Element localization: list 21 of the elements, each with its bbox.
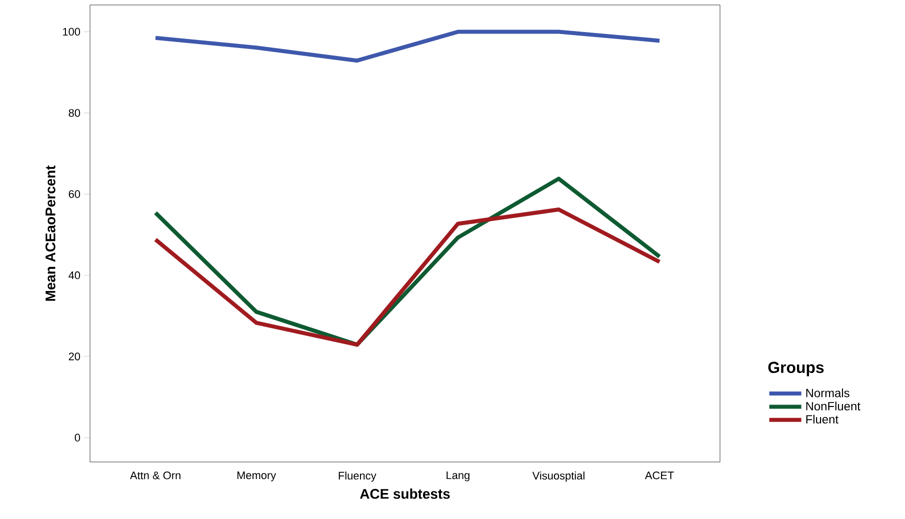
x-tick-label: ACET: [644, 472, 674, 480]
line-series: [154, 176, 662, 347]
y-tick-label: 20: [68, 352, 80, 360]
y-tick-label: 80: [68, 109, 80, 117]
line-series: [154, 30, 662, 63]
x-axis-title: ACE subtests: [360, 488, 450, 499]
y-tick-label: 100: [63, 28, 80, 36]
y-tick-label: 0: [74, 434, 80, 442]
y-tick-label: 40: [68, 271, 80, 280]
x-tick-label: Visuosptial: [532, 472, 584, 482]
x-tick-label: Memory: [237, 472, 276, 482]
x-tick-label: Fluency: [338, 472, 376, 482]
legend-title: Groups: [768, 362, 824, 376]
y-tick-label: 60: [68, 190, 80, 198]
legend-label: NonFluent: [806, 402, 860, 410]
legend-label: Fluent: [806, 414, 838, 424]
x-tick-label: Lang: [446, 472, 470, 482]
x-tick-label: Attn & Orn: [130, 472, 180, 480]
legend-label: Normals: [806, 388, 850, 398]
y-axis-title: Mean ACEaoPercent: [45, 165, 56, 301]
line-series: [154, 208, 662, 347]
